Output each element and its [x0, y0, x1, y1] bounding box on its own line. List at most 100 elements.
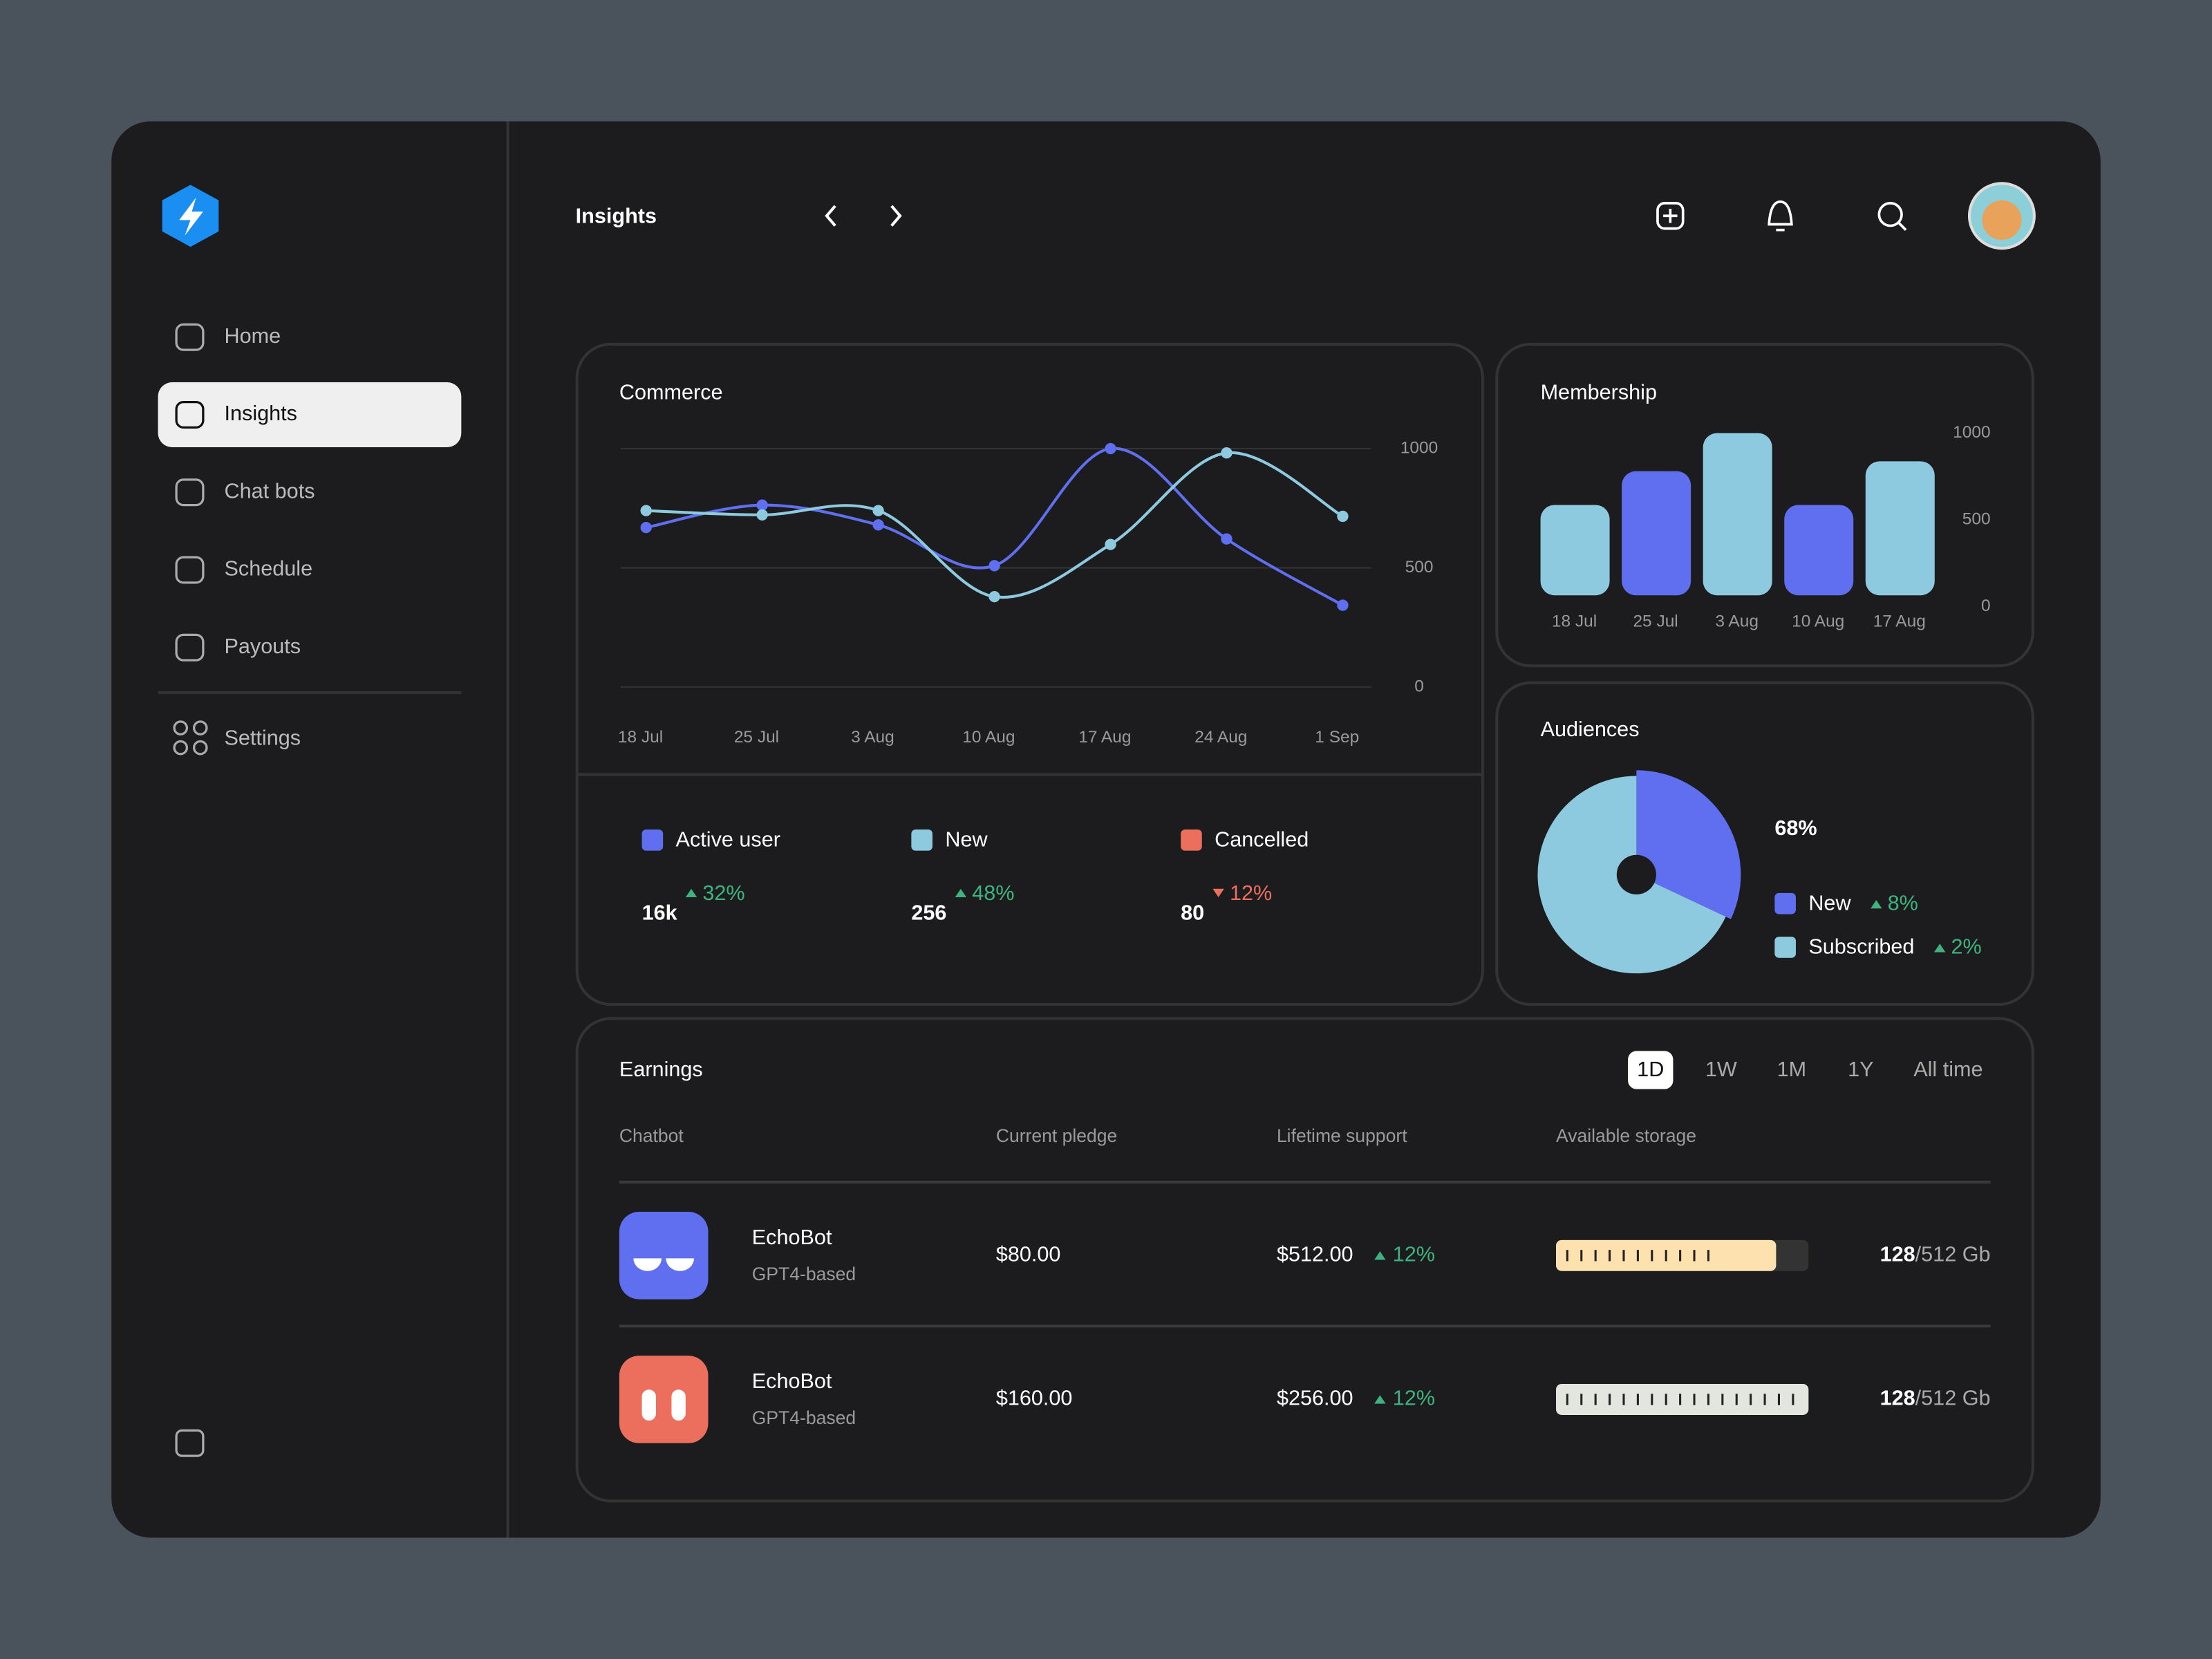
pledge: $80.00	[996, 1242, 1061, 1266]
column-header: Current pledge	[996, 1125, 1117, 1146]
search-icon[interactable]	[1877, 202, 1903, 227]
storage-total: /512 Gb	[1915, 1387, 1991, 1410]
x-tick-label: 10 Aug	[962, 728, 1015, 747]
bot-icon	[619, 1356, 709, 1443]
trend-arrow	[1934, 944, 1946, 953]
stat-name: Cancelled	[1215, 827, 1309, 851]
stat-change: 48%	[972, 881, 1014, 905]
point	[872, 519, 884, 531]
x-tick-label: 18 Jul	[618, 728, 663, 747]
y-tick-label: 500	[1962, 510, 1991, 529]
bot-model: GPT4-based	[752, 1407, 856, 1428]
tab[interactable]: 1Y	[1848, 1058, 1873, 1081]
settings-icon	[192, 740, 208, 756]
nav-icon[interactable]	[175, 323, 205, 351]
big-percent: 68%	[1774, 816, 1817, 840]
bar	[1622, 471, 1691, 596]
tab-active	[1628, 1051, 1674, 1089]
stat-name: New	[945, 827, 988, 851]
point	[756, 499, 768, 511]
membership-card	[1495, 342, 2034, 668]
storage-used: 128	[1880, 1387, 1915, 1410]
bot-model: GPT4-based	[752, 1264, 856, 1284]
logo-bolt	[179, 197, 203, 236]
nav-icon[interactable]	[175, 478, 205, 507]
legend-label: New	[1808, 891, 1851, 915]
storage-total: /512 Gb	[1915, 1242, 1991, 1266]
trend-arrow	[1871, 900, 1882, 909]
tab[interactable]: 1W	[1705, 1058, 1737, 1081]
tab[interactable]: 1M	[1777, 1058, 1807, 1081]
audiences-card	[1495, 681, 2034, 1006]
settings-icon	[173, 740, 189, 756]
nav-item[interactable]: Schedule	[224, 557, 312, 581]
bot-eye	[641, 1389, 656, 1421]
prev-arrow[interactable]	[825, 205, 836, 227]
storage-fill	[1556, 1384, 1809, 1415]
column-header: Chatbot	[619, 1125, 684, 1146]
storage-used: 128	[1880, 1242, 1915, 1266]
page-title: Insights	[576, 204, 657, 227]
nav-item[interactable]: Insights	[224, 402, 297, 425]
nav-item[interactable]: Settings	[224, 726, 301, 749]
nav-item[interactable]: Payouts	[224, 635, 301, 658]
avatar-face	[1982, 200, 2022, 240]
point	[872, 505, 884, 516]
nav-item[interactable]: Home	[224, 324, 281, 348]
bot-eye	[633, 1258, 695, 1271]
point	[988, 560, 1000, 572]
nav-icon[interactable]	[175, 401, 205, 429]
trend-arrow	[1212, 888, 1224, 897]
point	[988, 590, 1000, 603]
add-button[interactable]	[1656, 202, 1685, 230]
support: $256.00	[1277, 1387, 1353, 1410]
legend-change: 8%	[1888, 891, 1918, 915]
point	[1105, 442, 1116, 455]
legend-swatch	[1181, 830, 1202, 851]
stat-change: 12%	[1230, 881, 1272, 905]
legend-swatch	[911, 830, 932, 851]
card-title: Earnings	[619, 1058, 703, 1081]
bar	[1703, 433, 1772, 596]
pie-slice	[1636, 770, 1741, 919]
point	[640, 521, 652, 534]
y-tick-label: 1000	[1400, 438, 1438, 457]
support-change: 12%	[1393, 1242, 1435, 1266]
nav-active	[158, 382, 462, 447]
y-tick-label: 0	[1414, 677, 1424, 695]
nav-item[interactable]: Chat bots	[224, 479, 315, 503]
nav-icon[interactable]	[175, 556, 205, 584]
trend-arrow	[955, 888, 967, 897]
tab[interactable]: All time	[1913, 1058, 1983, 1081]
x-tick-label: 17 Aug	[1873, 612, 1926, 630]
x-tick-label: 24 Aug	[1194, 728, 1247, 747]
stat-change: 32%	[702, 881, 744, 905]
x-tick-label: 17 Aug	[1078, 728, 1131, 747]
next-arrow[interactable]	[890, 205, 902, 227]
bot-name: EchoBot	[752, 1369, 832, 1393]
y-tick-label: 0	[1981, 597, 1991, 615]
bar	[1540, 505, 1610, 596]
card-title: Commerce	[619, 380, 723, 404]
stat-value: 80	[1181, 901, 1204, 925]
nav-icon[interactable]	[175, 633, 205, 662]
point	[1221, 447, 1232, 459]
support: $512.00	[1277, 1242, 1353, 1266]
stat-name: Active user	[676, 827, 780, 851]
bot-name: EchoBot	[752, 1226, 832, 1249]
collapse-icon[interactable]	[175, 1429, 205, 1457]
point	[1221, 533, 1232, 545]
tab[interactable]: 1D	[1637, 1058, 1664, 1081]
legend-swatch	[1774, 892, 1796, 915]
x-tick-label: 3 Aug	[1715, 612, 1759, 630]
bot-icon	[619, 1212, 709, 1300]
search-handle	[1897, 222, 1907, 231]
bot-eye	[671, 1389, 686, 1421]
bell-icon[interactable]	[1768, 200, 1793, 232]
legend-swatch	[1774, 937, 1796, 958]
point	[1337, 510, 1349, 523]
x-tick-label: 10 Aug	[1792, 612, 1844, 630]
support-change: 12%	[1393, 1387, 1435, 1410]
earnings-card	[575, 1017, 2034, 1503]
